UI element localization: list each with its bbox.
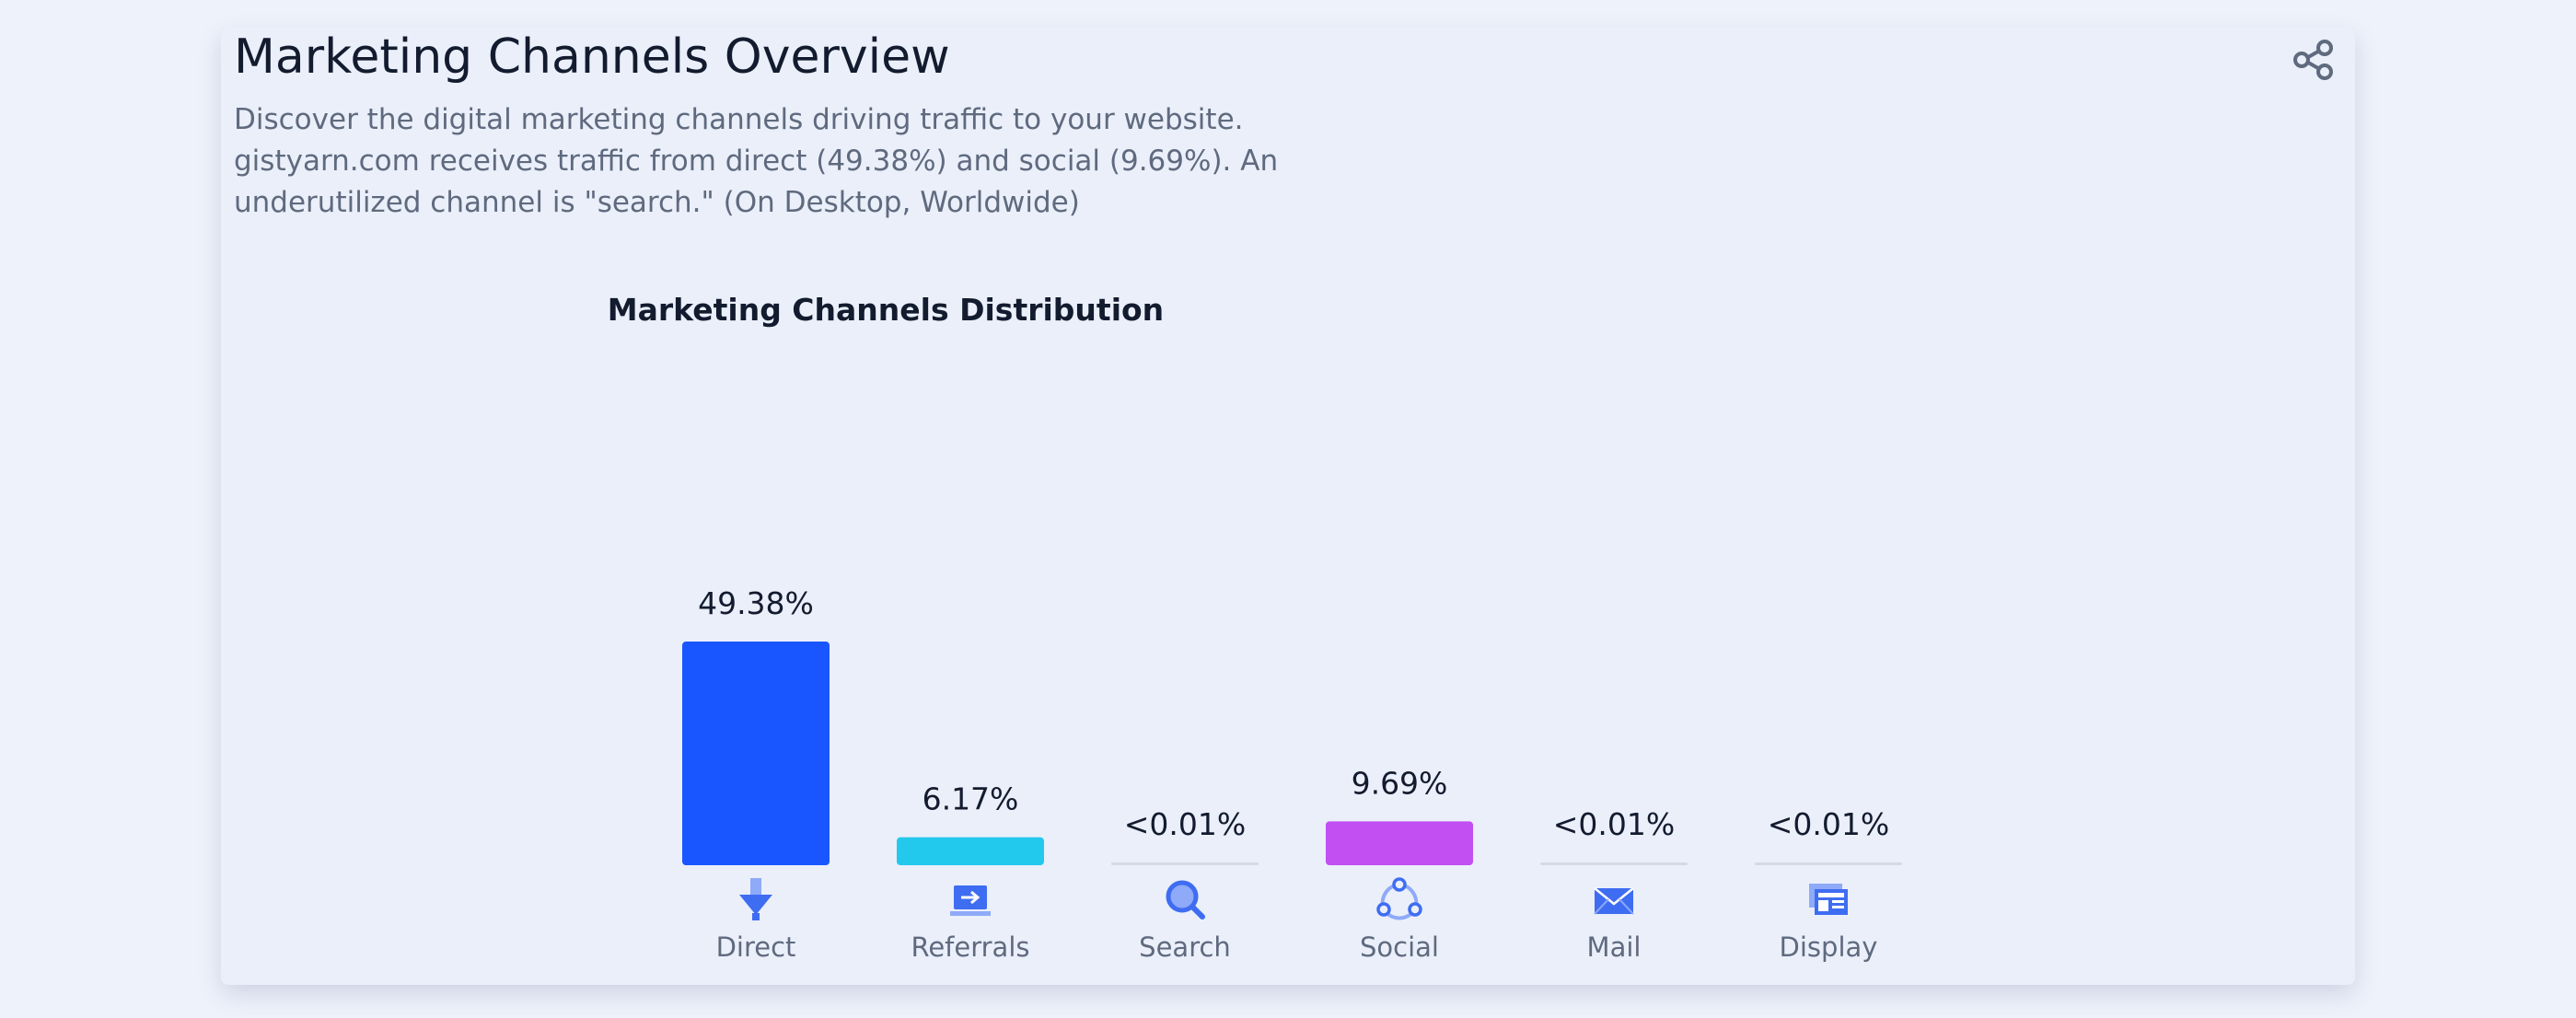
marketing-channels-card: Marketing Channels Overview Discover the… bbox=[221, 28, 2355, 985]
marketing-channels-chart: Marketing Channels Distribution 49.38% Dir… bbox=[608, 292, 1902, 963]
share-icon[interactable] bbox=[2291, 37, 2337, 83]
value-label-display: <0.01% bbox=[1768, 806, 1889, 842]
value-label-referrals: 6.17% bbox=[922, 781, 1019, 817]
category-label-direct: Direct bbox=[716, 931, 796, 963]
category-label-search: Search bbox=[1139, 931, 1231, 963]
category-label-mail: Mail bbox=[1587, 931, 1642, 963]
value-label-social: 9.69% bbox=[1352, 765, 1448, 801]
social-icon bbox=[1376, 877, 1422, 920]
bar-search bbox=[1111, 862, 1259, 865]
category-label-social: Social bbox=[1360, 931, 1439, 963]
search-icon bbox=[1166, 880, 1205, 920]
mail-icon bbox=[1594, 887, 1634, 915]
page-description: Discover the digital marketing channels … bbox=[234, 103, 1279, 219]
bar-referrals bbox=[897, 837, 1044, 865]
category-label-display: Display bbox=[1780, 931, 1878, 963]
chart-title: Marketing Channels Distribution bbox=[608, 292, 1164, 328]
bar-mail bbox=[1540, 862, 1688, 865]
display-icon bbox=[1809, 884, 1848, 915]
value-label-direct: 49.38% bbox=[698, 585, 814, 621]
value-label-search: <0.01% bbox=[1124, 806, 1246, 842]
category-label-referrals: Referrals bbox=[911, 931, 1029, 963]
page-title: Marketing Channels Overview bbox=[234, 29, 950, 85]
bar-social bbox=[1326, 821, 1473, 865]
referrals-icon bbox=[950, 885, 991, 916]
direct-icon bbox=[739, 878, 772, 920]
value-label-mail: <0.01% bbox=[1553, 806, 1675, 842]
bar-display bbox=[1755, 862, 1902, 865]
bar-direct bbox=[682, 642, 830, 865]
